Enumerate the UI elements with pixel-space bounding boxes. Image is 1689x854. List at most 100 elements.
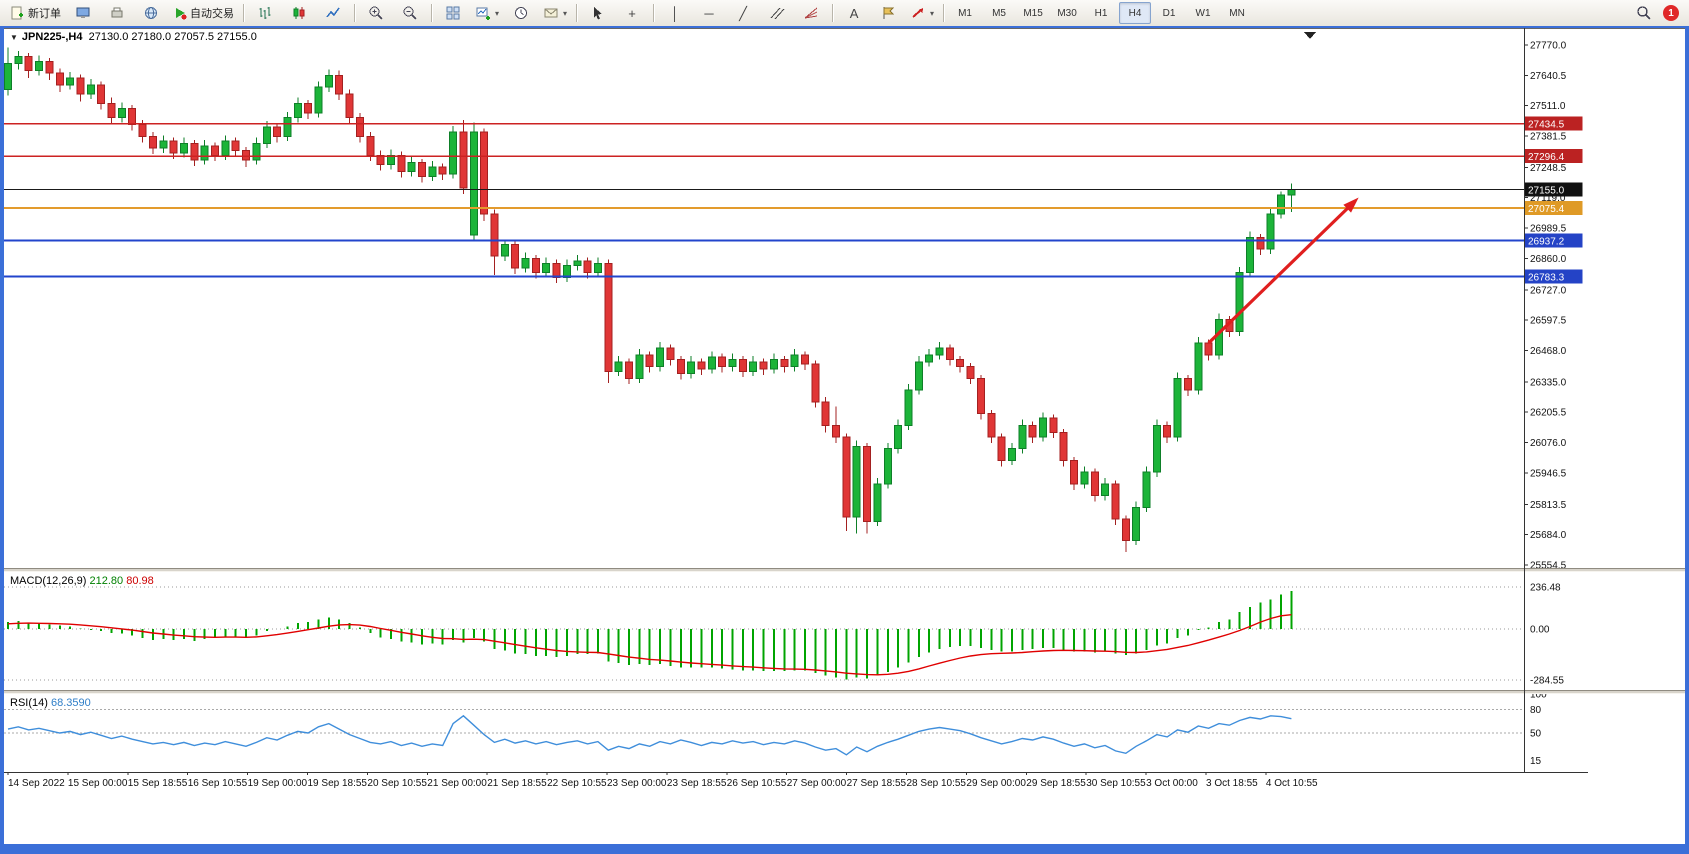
market-watch-button[interactable] [67, 1, 99, 25]
auto-trading-button[interactable]: 自动交易 [169, 1, 238, 25]
chart-shift-marker[interactable] [1304, 32, 1316, 39]
candlestick-chart-icon [293, 7, 305, 19]
candle-body [97, 84, 106, 105]
candle-body [366, 135, 375, 156]
horizontal-line-tool-button[interactable]: ─ [693, 1, 725, 25]
arrows-tool-button[interactable]: ▾ [906, 1, 938, 25]
bar-chart-button[interactable] [249, 1, 281, 25]
rsi-scale-label: 80 [1530, 705, 1542, 716]
trend-arrow-line[interactable] [1207, 203, 1353, 345]
timeframe-m1-button[interactable]: M1 [958, 7, 972, 19]
macd-signal-line [7, 614, 1292, 676]
tile-windows-button[interactable] [437, 1, 469, 25]
candle-body [800, 354, 809, 365]
trendline-tool-button[interactable]: ╱ [727, 1, 759, 25]
chart-window[interactable]: 27770.0 27640.5 27511.0 27381.5 27248.5 27119… [4, 28, 1685, 844]
candle-body [459, 131, 468, 189]
candle-body [407, 161, 416, 173]
candle-body [273, 126, 282, 137]
toolbar-separator [832, 4, 834, 22]
fibonacci-tool-button[interactable] [795, 1, 827, 25]
candle-body [707, 356, 716, 370]
timeframe-m15-button[interactable]: M15 [1023, 7, 1043, 19]
zoom-in-button[interactable] [360, 1, 392, 25]
zoom-out-button[interactable] [394, 1, 426, 25]
chart-plot[interactable]: 27770.0 27640.5 27511.0 27381.5 27248.5 27119… [4, 28, 1685, 844]
candle-body [573, 260, 582, 267]
navigator-button[interactable] [135, 1, 167, 25]
candle-body [997, 436, 1006, 461]
timeframe-m30-button[interactable]: M30 [1057, 7, 1077, 19]
toolbar-separator [243, 4, 244, 22]
candle-body [428, 166, 437, 177]
new-chart-button[interactable]: ▾ [471, 1, 503, 25]
crosshair-tool-button[interactable]: + [616, 1, 648, 25]
candle-body [697, 361, 706, 370]
timeframe-m5-button[interactable]: M5 [992, 7, 1006, 19]
line-chart-icon [326, 7, 340, 18]
candle-body [1101, 483, 1110, 497]
price-level-badge-label: 27075.4 [1528, 204, 1565, 215]
rsi-scale-label: 50 [1530, 729, 1542, 740]
timeframe-toolbar: M1 M5 M15 M30 H1 H4 D1 W1 MN [948, 2, 1254, 24]
candle-body [438, 166, 447, 175]
candle-body [211, 145, 219, 156]
price-axis-label: 26597.5 [1530, 316, 1567, 327]
channel-tool-button[interactable] [761, 1, 793, 25]
cursor-tool-button[interactable] [582, 1, 614, 25]
time-axis-label: 23 Sep 00:00 [607, 778, 667, 789]
price-axis-label: 27119.0 [1530, 193, 1566, 204]
candle-body [107, 103, 116, 119]
templates-button[interactable]: ▾ [539, 1, 571, 25]
candle-body [769, 359, 778, 370]
notification-badge[interactable]: 1 [1663, 5, 1679, 21]
candle-body [956, 359, 965, 368]
candle-body [718, 356, 727, 368]
new-chart-icon [476, 7, 490, 20]
search-button[interactable] [1628, 1, 1660, 25]
candle-body [976, 377, 985, 415]
candle-body [1132, 506, 1141, 541]
candle-body [252, 143, 261, 161]
price-axis-label: 26989.5 [1530, 224, 1567, 235]
trend-arrow-head[interactable] [1343, 197, 1359, 213]
vertical-line-tool-button[interactable]: │ [659, 1, 691, 25]
zoom-in-icon [369, 6, 383, 20]
price-level-badge [1524, 200, 1583, 215]
period-button[interactable] [505, 1, 537, 25]
candle-body [138, 124, 147, 137]
timeframe-h4-button[interactable]: H4 [1119, 2, 1152, 24]
candle-body [904, 389, 913, 426]
candle-body [935, 347, 944, 356]
time-axis-label: 21 Sep 00:00 [427, 778, 487, 789]
timeframe-d1-button[interactable]: D1 [1162, 7, 1176, 19]
candle-body [552, 262, 561, 278]
price-level-badge [1524, 149, 1583, 164]
candle-body [304, 103, 313, 114]
timeframe-w1-button[interactable]: W1 [1195, 7, 1211, 19]
panel-separator[interactable] [4, 690, 1685, 694]
time-axis-label: 4 Oct 10:55 [1266, 778, 1318, 789]
new-order-button[interactable]: 新订单 [5, 1, 65, 25]
time-axis-label: 30 Sep 10:55 [1086, 778, 1146, 789]
line-chart-button[interactable] [317, 1, 349, 25]
price-axis-label: 27770.0 [1530, 40, 1567, 51]
timeframe-h1-button[interactable]: H1 [1094, 7, 1108, 19]
price-axis-label: 26727.0 [1530, 285, 1567, 296]
time-axis-label: 27 Sep 18:55 [847, 778, 907, 789]
candlestick-chart-button[interactable] [283, 1, 315, 25]
clock-icon [515, 7, 528, 19]
candle-body [1256, 236, 1265, 250]
panel-separator[interactable] [4, 568, 1685, 572]
candle-body [635, 354, 644, 379]
text-tool-button[interactable]: A [838, 1, 870, 25]
candle-body [324, 74, 333, 88]
candle-body [676, 359, 685, 375]
price-axis-label: 26076.0 [1530, 438, 1567, 449]
time-axis-label: 21 Sep 18:55 [487, 778, 547, 789]
text-label-tool-button[interactable] [872, 1, 904, 25]
candle-body [221, 140, 230, 156]
timeframe-mn-button[interactable]: MN [1229, 7, 1245, 19]
candle-body [500, 243, 509, 257]
data-window-button[interactable] [101, 1, 133, 25]
